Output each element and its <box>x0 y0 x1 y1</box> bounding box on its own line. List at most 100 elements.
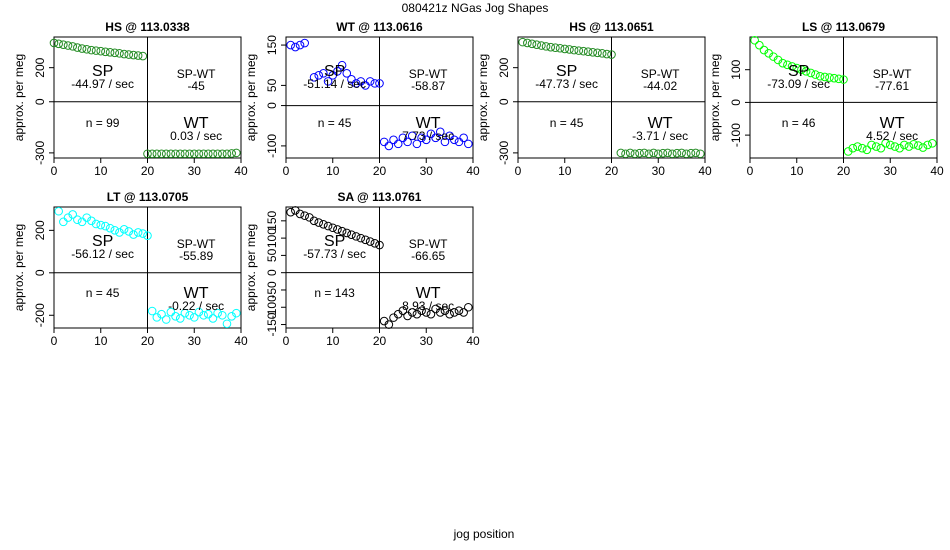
data-point <box>161 315 171 324</box>
data-point <box>435 308 445 317</box>
data-point <box>811 70 820 79</box>
wt-slope: -0.22 / sec <box>168 299 224 313</box>
x-tick-label: 20 <box>373 164 387 178</box>
data-point <box>639 148 649 158</box>
wt-label: WT <box>880 115 905 132</box>
data-point <box>365 77 375 86</box>
wt-slope: 4.52 / sec <box>866 129 918 143</box>
data-point <box>537 41 546 50</box>
data-point <box>218 310 227 320</box>
data-point <box>194 149 204 159</box>
data-point <box>54 206 63 216</box>
data-point <box>375 79 384 88</box>
data-point <box>161 149 171 159</box>
wt-label: WT <box>184 115 209 132</box>
panel-title: HS @ 113.0338 <box>105 20 190 34</box>
x-tick-label: 0 <box>515 164 522 178</box>
data-point <box>199 149 208 159</box>
data-point <box>77 217 87 227</box>
data-point <box>295 209 305 219</box>
data-point <box>597 49 607 58</box>
y-tick-label: 150 <box>265 210 279 230</box>
y-tick-label: -100 <box>265 295 279 319</box>
data-point <box>677 148 686 158</box>
panel-title: SA @ 113.0761 <box>338 190 422 204</box>
data-point <box>551 43 560 53</box>
data-point <box>904 142 914 151</box>
data-point <box>101 221 110 231</box>
x-tick-label: 0 <box>747 164 754 178</box>
data-point <box>881 138 890 148</box>
data-point <box>68 210 77 219</box>
data-point <box>885 140 895 150</box>
sp-label: SP <box>324 233 345 250</box>
data-point <box>574 46 584 55</box>
data-point <box>147 306 157 316</box>
data-point <box>426 309 436 319</box>
data-point <box>454 306 464 316</box>
data-point <box>124 227 134 236</box>
data-point <box>421 135 431 145</box>
x-tick-label: 40 <box>466 164 480 178</box>
y-axis-label: approx. per meg <box>476 54 490 141</box>
data-point <box>157 309 166 319</box>
data-point <box>91 46 101 55</box>
data-point <box>314 71 324 80</box>
data-point <box>175 149 185 159</box>
data-point <box>417 306 426 316</box>
data-point <box>667 149 677 159</box>
sample-count: n = 45 <box>86 286 120 300</box>
data-point <box>157 149 166 159</box>
data-point <box>384 141 394 151</box>
x-tick-label: 10 <box>790 164 804 178</box>
sp-slope: -51.14 / sec <box>303 77 366 91</box>
data-point <box>778 58 788 68</box>
data-point <box>899 140 909 150</box>
y-tick-label: -300 <box>33 141 47 165</box>
panel-4: LS @ 113.0679 0 10 20 30 40 -100 0 100 approx. pe… <box>708 20 944 178</box>
data-point <box>295 40 305 50</box>
sp-wt-label: SP-WT <box>177 237 216 251</box>
y-axis-label: approx. per meg <box>12 224 26 311</box>
data-point <box>464 139 473 149</box>
data-point <box>286 207 295 217</box>
data-point <box>853 142 862 151</box>
x-tick-label: 40 <box>234 334 248 348</box>
data-point <box>319 69 328 78</box>
y-tick-label: 150 <box>265 35 279 55</box>
data-point <box>199 310 208 320</box>
data-point <box>583 47 593 56</box>
data-point <box>593 48 602 58</box>
data-point <box>138 229 148 238</box>
data-point <box>602 49 612 59</box>
wt-label: WT <box>648 115 673 132</box>
data-point <box>213 308 222 318</box>
data-point <box>370 239 380 248</box>
sp-wt-value: -44.02 <box>643 79 677 93</box>
sp-wt-label: SP-WT <box>177 67 216 81</box>
data-point <box>393 139 403 149</box>
y-tick-label: -300 <box>497 141 511 165</box>
sp-wt-label: SP-WT <box>873 67 912 81</box>
panel-title: WT @ 113.0616 <box>336 20 423 34</box>
data-point <box>342 228 352 238</box>
x-tick-label: 10 <box>558 164 572 178</box>
data-point <box>890 142 900 151</box>
data-point <box>323 221 333 231</box>
data-point <box>527 39 537 49</box>
data-point <box>644 149 654 159</box>
data-point <box>129 50 138 60</box>
data-point <box>54 39 63 49</box>
data-point <box>300 211 310 220</box>
x-tick-label: 0 <box>283 334 290 348</box>
data-point <box>682 149 691 159</box>
data-point <box>820 72 830 82</box>
sp-wt-value: -58.87 <box>411 79 445 93</box>
y-tick-label: 0 <box>729 99 743 106</box>
data-point <box>923 140 932 150</box>
data-point <box>309 73 319 82</box>
x-tick-label: 30 <box>188 164 202 178</box>
data-point <box>323 77 333 86</box>
data-point <box>189 149 199 159</box>
data-point <box>342 69 352 78</box>
